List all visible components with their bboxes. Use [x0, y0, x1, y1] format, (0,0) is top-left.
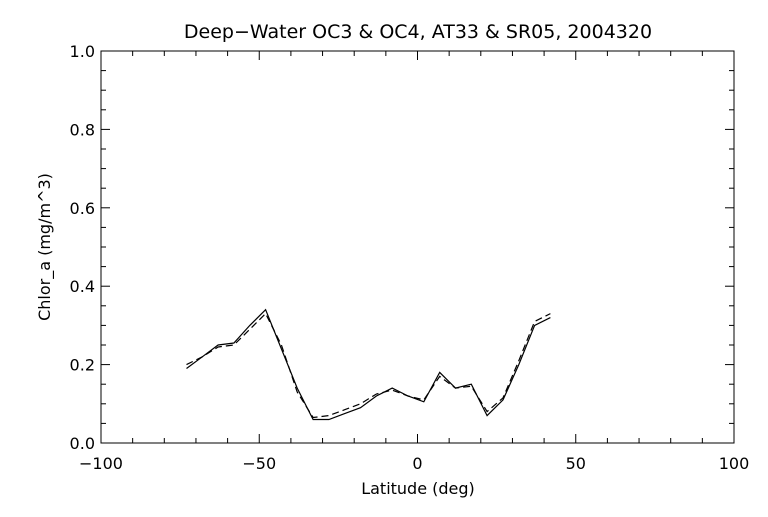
series-line-solid	[186, 308, 551, 421]
y-axis-ticks: 0.0 0.2 0.4 0.6 0.8 1.0	[70, 42, 734, 453]
y-tick-label: 0.8	[70, 120, 95, 139]
x-tick-label: 0	[412, 454, 422, 473]
series-line-dashed	[186, 312, 551, 419]
x-axis-label: Latitude (deg)	[361, 479, 475, 498]
y-axis-label: Chlor_a (mg/m^3)	[35, 173, 55, 321]
x-tick-label: −50	[242, 454, 276, 473]
series-layer	[186, 308, 551, 421]
x-tick-label: −100	[79, 454, 123, 473]
chart-title: Deep−Water OC3 & OC4, AT33 & SR05, 20043…	[184, 21, 652, 43]
y-tick-label: 0.2	[70, 356, 95, 375]
y-tick-label: 0.4	[70, 277, 95, 296]
x-tick-label: 100	[719, 454, 750, 473]
y-tick-label: 0.6	[70, 199, 95, 218]
y-tick-label: 1.0	[70, 42, 95, 61]
plot-frame	[100, 50, 735, 444]
x-tick-label: 50	[566, 454, 586, 473]
x-axis-ticks: −100 −50 0 50 100	[79, 51, 749, 473]
y-tick-label: 0.0	[70, 434, 95, 453]
